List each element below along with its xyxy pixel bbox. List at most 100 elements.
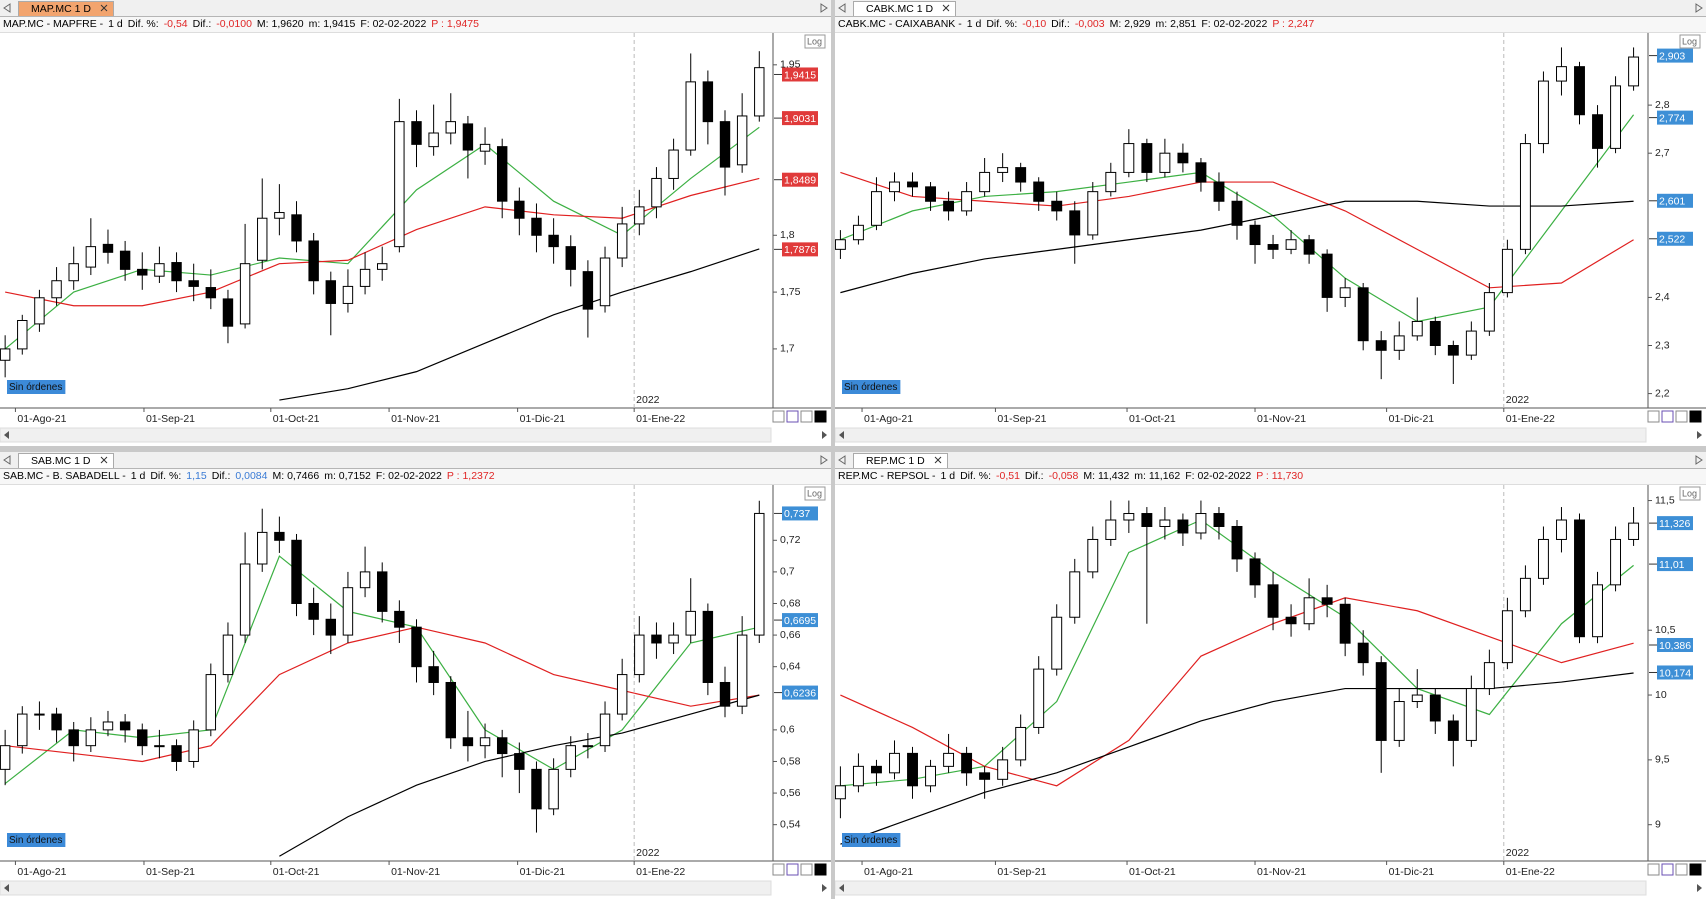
toolbar-button[interactable] xyxy=(772,863,785,876)
candle-body xyxy=(51,280,62,299)
tab[interactable]: SAB.MC 1 D xyxy=(18,453,114,468)
tab[interactable]: REP.MC 1 D xyxy=(853,453,948,468)
y-tick-label: 1,75 xyxy=(780,286,801,298)
candle-body xyxy=(462,737,474,747)
candle-body xyxy=(1556,519,1567,540)
log-button[interactable] xyxy=(804,34,826,49)
candle-body xyxy=(1105,171,1117,193)
year-label: 2022 xyxy=(636,847,660,859)
candle-body xyxy=(754,67,765,117)
tab-scroll-left[interactable] xyxy=(3,3,11,13)
y-tick-label: 0,7 xyxy=(780,566,795,578)
candle-body xyxy=(1105,519,1117,540)
candle-body xyxy=(616,674,628,715)
price-tag xyxy=(1657,557,1693,572)
toolbar-button[interactable] xyxy=(772,410,785,423)
toolbar-button[interactable] xyxy=(786,410,799,423)
scrollbar[interactable] xyxy=(835,427,1647,443)
chart: 9 9,5 10 10,5 11,5 01-Ago-21 01-Sep-21 01-Oct-2… xyxy=(835,485,1706,896)
toolbar-button[interactable] xyxy=(786,863,799,876)
candle-body xyxy=(325,618,337,636)
toolbar-button[interactable] xyxy=(1675,863,1688,876)
toolbar-button[interactable] xyxy=(1675,410,1688,423)
toolbar-button[interactable] xyxy=(800,410,813,423)
candle-body xyxy=(943,200,955,212)
toolbar-button[interactable] xyxy=(814,410,827,423)
candle-body xyxy=(1465,330,1477,356)
log-button[interactable] xyxy=(804,486,826,501)
candle-body xyxy=(1483,292,1495,332)
candle-body xyxy=(1141,513,1153,527)
moving-average xyxy=(5,177,760,307)
scrollbar[interactable] xyxy=(0,880,772,896)
candle-body xyxy=(1177,152,1189,164)
candle-body xyxy=(51,713,62,731)
toolbar-button[interactable] xyxy=(1647,410,1660,423)
chart-panel: CABK.MC 1 D CABK.MC - CAIXABANK - 1 d Dif. … xyxy=(835,0,1706,446)
toolbar-button[interactable] xyxy=(814,863,827,876)
candle-body xyxy=(1610,85,1622,149)
scroll-left[interactable] xyxy=(839,884,844,892)
toolbar-button[interactable] xyxy=(1661,410,1674,423)
candle-body xyxy=(719,681,731,707)
scroll-right[interactable] xyxy=(1697,884,1702,892)
candle-body xyxy=(119,250,131,270)
candle-body xyxy=(377,571,388,612)
y-tick-label: 1,8 xyxy=(780,229,795,241)
scrollbar[interactable] xyxy=(835,880,1647,896)
moving-average xyxy=(4,126,760,350)
tab[interactable]: MAP.MC 1 D xyxy=(18,1,114,16)
candle-body xyxy=(1267,244,1279,250)
candle-body xyxy=(907,752,918,787)
toolbar-button[interactable] xyxy=(800,863,813,876)
scroll-right[interactable] xyxy=(822,431,827,439)
candle-body xyxy=(171,745,182,762)
tab-scroll-left[interactable] xyxy=(3,455,11,465)
tab-scroll-left[interactable] xyxy=(838,3,846,13)
scrollbar[interactable] xyxy=(0,427,772,443)
tab-scroll-right[interactable] xyxy=(1695,455,1703,465)
candle-body xyxy=(1628,522,1640,540)
x-tick-label: 01-Ago-21 xyxy=(864,866,913,878)
toolbar-button[interactable] xyxy=(1647,863,1660,876)
tab-scroll-right[interactable] xyxy=(820,455,828,465)
toolbar-button[interactable] xyxy=(1661,863,1674,876)
tab[interactable]: CABK.MC 1 D xyxy=(853,1,957,16)
candle-body xyxy=(428,132,439,148)
candle-body xyxy=(205,287,217,299)
y-tick-label: 0,64 xyxy=(780,660,801,672)
scroll-right[interactable] xyxy=(1697,431,1702,439)
scroll-right[interactable] xyxy=(822,884,827,892)
info-item: Dif. %: xyxy=(986,18,1018,30)
candle-body xyxy=(445,681,456,739)
candle-body xyxy=(668,149,679,179)
x-tick-label: 01-Ene-22 xyxy=(1506,866,1555,878)
x-tick-label: 01-Ago-21 xyxy=(17,866,66,878)
info-item: M: 11,432 xyxy=(1083,470,1130,482)
log-button[interactable] xyxy=(1679,34,1701,49)
info-item: 0,0084 xyxy=(235,470,268,482)
scroll-left[interactable] xyxy=(839,431,844,439)
scroll-left[interactable] xyxy=(4,884,9,892)
tab-scroll-right[interactable] xyxy=(1695,3,1703,13)
candle-body xyxy=(205,674,217,731)
toolbar-button[interactable] xyxy=(1689,863,1702,876)
toolbar-button[interactable] xyxy=(1689,410,1702,423)
candle-body xyxy=(1051,200,1063,212)
candle-body xyxy=(565,745,576,770)
moving-average xyxy=(279,248,760,401)
x-tick-label: 01-Oct-21 xyxy=(273,866,320,878)
candle-body xyxy=(359,571,371,589)
scroll-left[interactable] xyxy=(4,431,9,439)
y-tick-label: 2,7 xyxy=(1655,147,1670,159)
candle-body xyxy=(34,297,45,325)
info-item: P : 1,2372 xyxy=(446,470,495,482)
candle-body xyxy=(1069,210,1081,236)
moving-average xyxy=(840,171,1634,289)
tab-scroll-left[interactable] xyxy=(838,455,846,465)
candle-body xyxy=(445,121,456,134)
candle-body xyxy=(1574,66,1585,116)
tab-scroll-right[interactable] xyxy=(820,3,828,13)
log-button[interactable] xyxy=(1679,486,1701,501)
price-tag xyxy=(782,67,818,82)
